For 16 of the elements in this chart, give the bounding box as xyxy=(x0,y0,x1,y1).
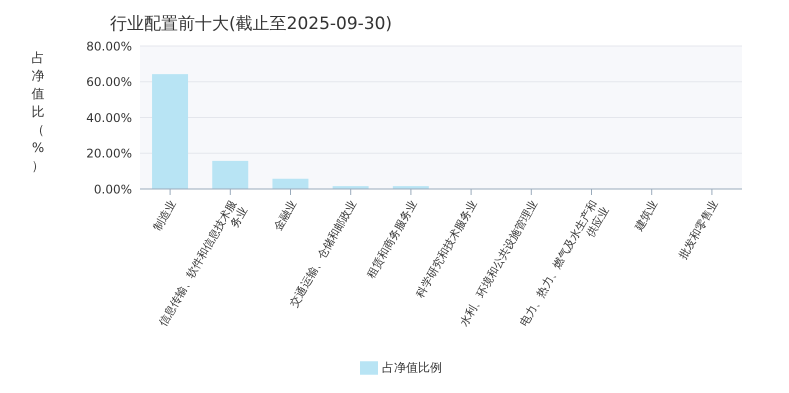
x-tick-label: 制造业 xyxy=(150,198,179,234)
legend-label: 占净值比例 xyxy=(382,360,442,374)
bar xyxy=(272,178,308,189)
y-tick-label: 0.00% xyxy=(94,182,132,196)
y-tick-label: 60.00% xyxy=(86,75,132,90)
y-tick-label: 40.00% xyxy=(86,110,132,125)
bar xyxy=(212,160,248,189)
x-tick-label: 租赁和商务服务业 xyxy=(364,198,420,281)
x-tick-label: 金融业 xyxy=(271,198,300,234)
y-tick-label: 80.00% xyxy=(86,39,132,54)
y-axis-title: 占净值比（%） xyxy=(30,50,46,176)
x-tick-label: 建筑业 xyxy=(632,198,660,234)
bar xyxy=(152,74,188,189)
x-tick-label: 批发和零售业 xyxy=(676,198,720,262)
y-tick-label: 20.00% xyxy=(86,146,132,161)
chart-title: 行业配置前十大(截止至2025-09-30) xyxy=(110,13,392,35)
